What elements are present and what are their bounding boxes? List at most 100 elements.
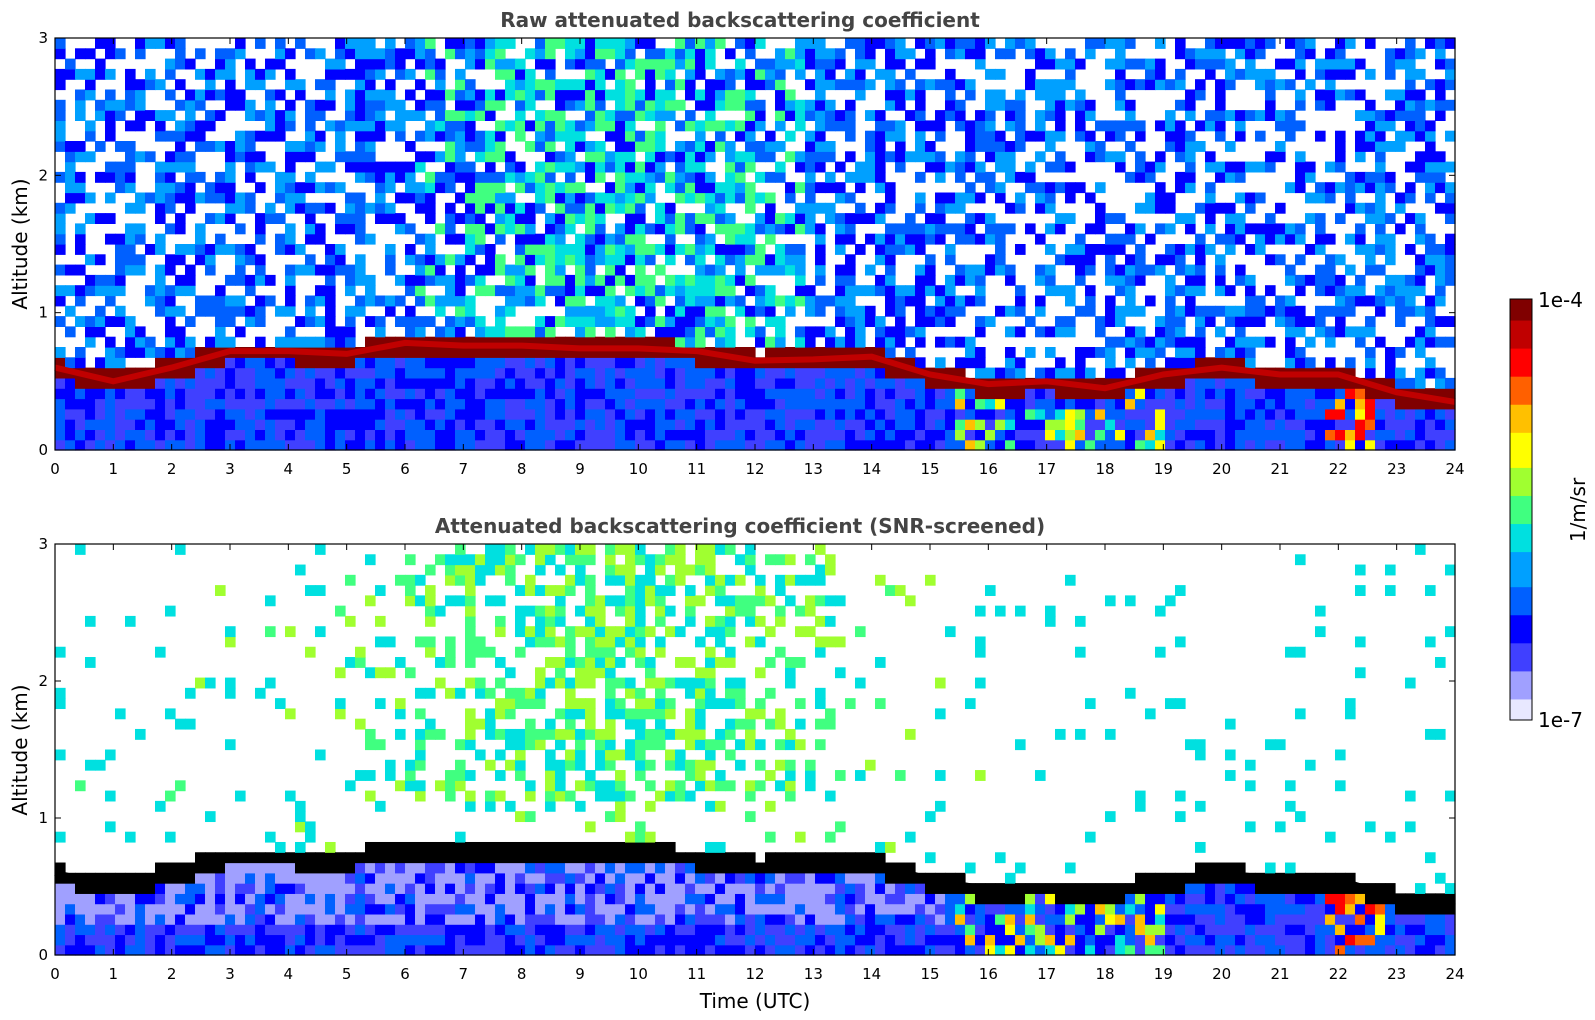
heatmap-cell <box>525 367 536 379</box>
heatmap-cell <box>555 883 566 894</box>
heatmap-cell <box>385 79 396 91</box>
heatmap-cell <box>1055 439 1066 451</box>
heatmap-cell <box>985 429 996 441</box>
heatmap-cell <box>195 68 206 80</box>
heatmap-cell <box>1095 439 1106 451</box>
heatmap-cell <box>285 141 296 152</box>
heatmap-cell <box>285 305 296 317</box>
heatmap-cell <box>585 903 596 915</box>
heatmap-cell <box>1135 223 1146 235</box>
heatmap-cell <box>705 99 716 111</box>
heatmap-cell <box>535 58 546 70</box>
heatmap-cell <box>1085 305 1096 317</box>
heatmap-cell <box>925 141 936 152</box>
heatmap-cell <box>1325 357 1336 369</box>
heatmap-cell <box>675 244 686 255</box>
heatmap-cell <box>1405 89 1416 101</box>
heatmap-cell <box>215 244 226 255</box>
heatmap-cell <box>195 944 206 956</box>
heatmap-cell <box>325 182 336 194</box>
heatmap-cell <box>955 264 966 276</box>
heatmap-cell <box>1155 347 1166 358</box>
heatmap-cell <box>415 295 426 307</box>
heatmap-cell <box>875 419 886 430</box>
heatmap-cell <box>655 347 666 358</box>
heatmap-cell <box>745 274 756 286</box>
heatmap-cell <box>145 419 156 430</box>
heatmap-cell <box>305 295 316 307</box>
heatmap-cell <box>1385 398 1396 410</box>
heatmap-cell <box>995 223 1006 235</box>
heatmap-cell <box>475 274 486 286</box>
heatmap-cell <box>495 615 506 627</box>
heatmap-cell <box>625 336 636 348</box>
heatmap-cell <box>205 419 216 430</box>
x-tick-label: 19 <box>1154 460 1173 478</box>
heatmap-cell <box>625 223 636 235</box>
heatmap-cell <box>345 99 356 111</box>
heatmap-cell <box>875 110 886 121</box>
heatmap-cell <box>225 202 236 214</box>
heatmap-cell <box>705 357 716 369</box>
heatmap-cell <box>705 151 716 163</box>
heatmap-cell <box>615 223 626 235</box>
heatmap-cell <box>1135 58 1146 70</box>
heatmap-cell <box>115 408 126 420</box>
heatmap-cell <box>1075 244 1086 255</box>
heatmap-cell <box>545 800 556 812</box>
heatmap-cell <box>1435 110 1446 121</box>
heatmap-cell <box>1015 408 1026 420</box>
heatmap-cell <box>1305 79 1316 91</box>
heatmap-cell <box>1225 398 1236 410</box>
heatmap-cell <box>705 429 716 441</box>
panel-title-raw: Raw attenuated backscattering coefficien… <box>500 8 980 32</box>
heatmap-cell <box>1375 141 1386 152</box>
heatmap-cell <box>555 151 566 163</box>
heatmap-cell <box>465 554 476 566</box>
heatmap-cell <box>1365 398 1376 410</box>
heatmap-cell <box>535 110 546 121</box>
heatmap-cell <box>1055 398 1066 410</box>
heatmap-cell <box>715 439 726 451</box>
heatmap-cell <box>325 68 336 80</box>
heatmap-cell <box>685 305 696 317</box>
heatmap-cell <box>1035 274 1046 286</box>
heatmap-cell <box>1195 254 1206 266</box>
heatmap-cell <box>365 790 376 802</box>
heatmap-cell <box>485 161 496 173</box>
heatmap-cell <box>435 264 446 276</box>
heatmap-cell <box>1105 151 1116 163</box>
heatmap-cell <box>165 336 176 348</box>
heatmap-cell <box>1005 408 1016 420</box>
heatmap-cell <box>885 326 896 338</box>
heatmap-cell <box>755 419 766 430</box>
heatmap-cell <box>1155 151 1166 163</box>
heatmap-cell <box>1155 439 1166 451</box>
heatmap-cell <box>205 213 216 224</box>
heatmap-cell <box>1365 439 1376 451</box>
heatmap-cell <box>855 213 866 224</box>
heatmap-cell <box>335 388 346 400</box>
heatmap-cell <box>855 79 866 91</box>
heatmap-cell <box>615 48 626 60</box>
heatmap-cell <box>725 285 736 297</box>
heatmap-cell <box>445 357 456 369</box>
heatmap-cell <box>545 585 556 596</box>
heatmap-cell <box>1295 326 1306 338</box>
heatmap-cell <box>485 182 496 194</box>
heatmap-cell <box>135 347 146 358</box>
heatmap-cell <box>65 924 76 936</box>
heatmap-cell <box>1105 305 1116 317</box>
heatmap-cell <box>285 893 296 905</box>
heatmap-cell <box>445 120 456 132</box>
heatmap-cell <box>245 192 256 204</box>
heatmap-cell <box>55 419 66 430</box>
heatmap-cell <box>445 595 456 607</box>
heatmap-cell <box>325 367 336 379</box>
heatmap-cell <box>135 202 146 214</box>
heatmap-cell <box>355 151 366 163</box>
heatmap-cell <box>675 336 686 348</box>
heatmap-cell <box>885 264 896 276</box>
heatmap-cell <box>675 171 686 183</box>
heatmap-cell <box>545 171 556 183</box>
